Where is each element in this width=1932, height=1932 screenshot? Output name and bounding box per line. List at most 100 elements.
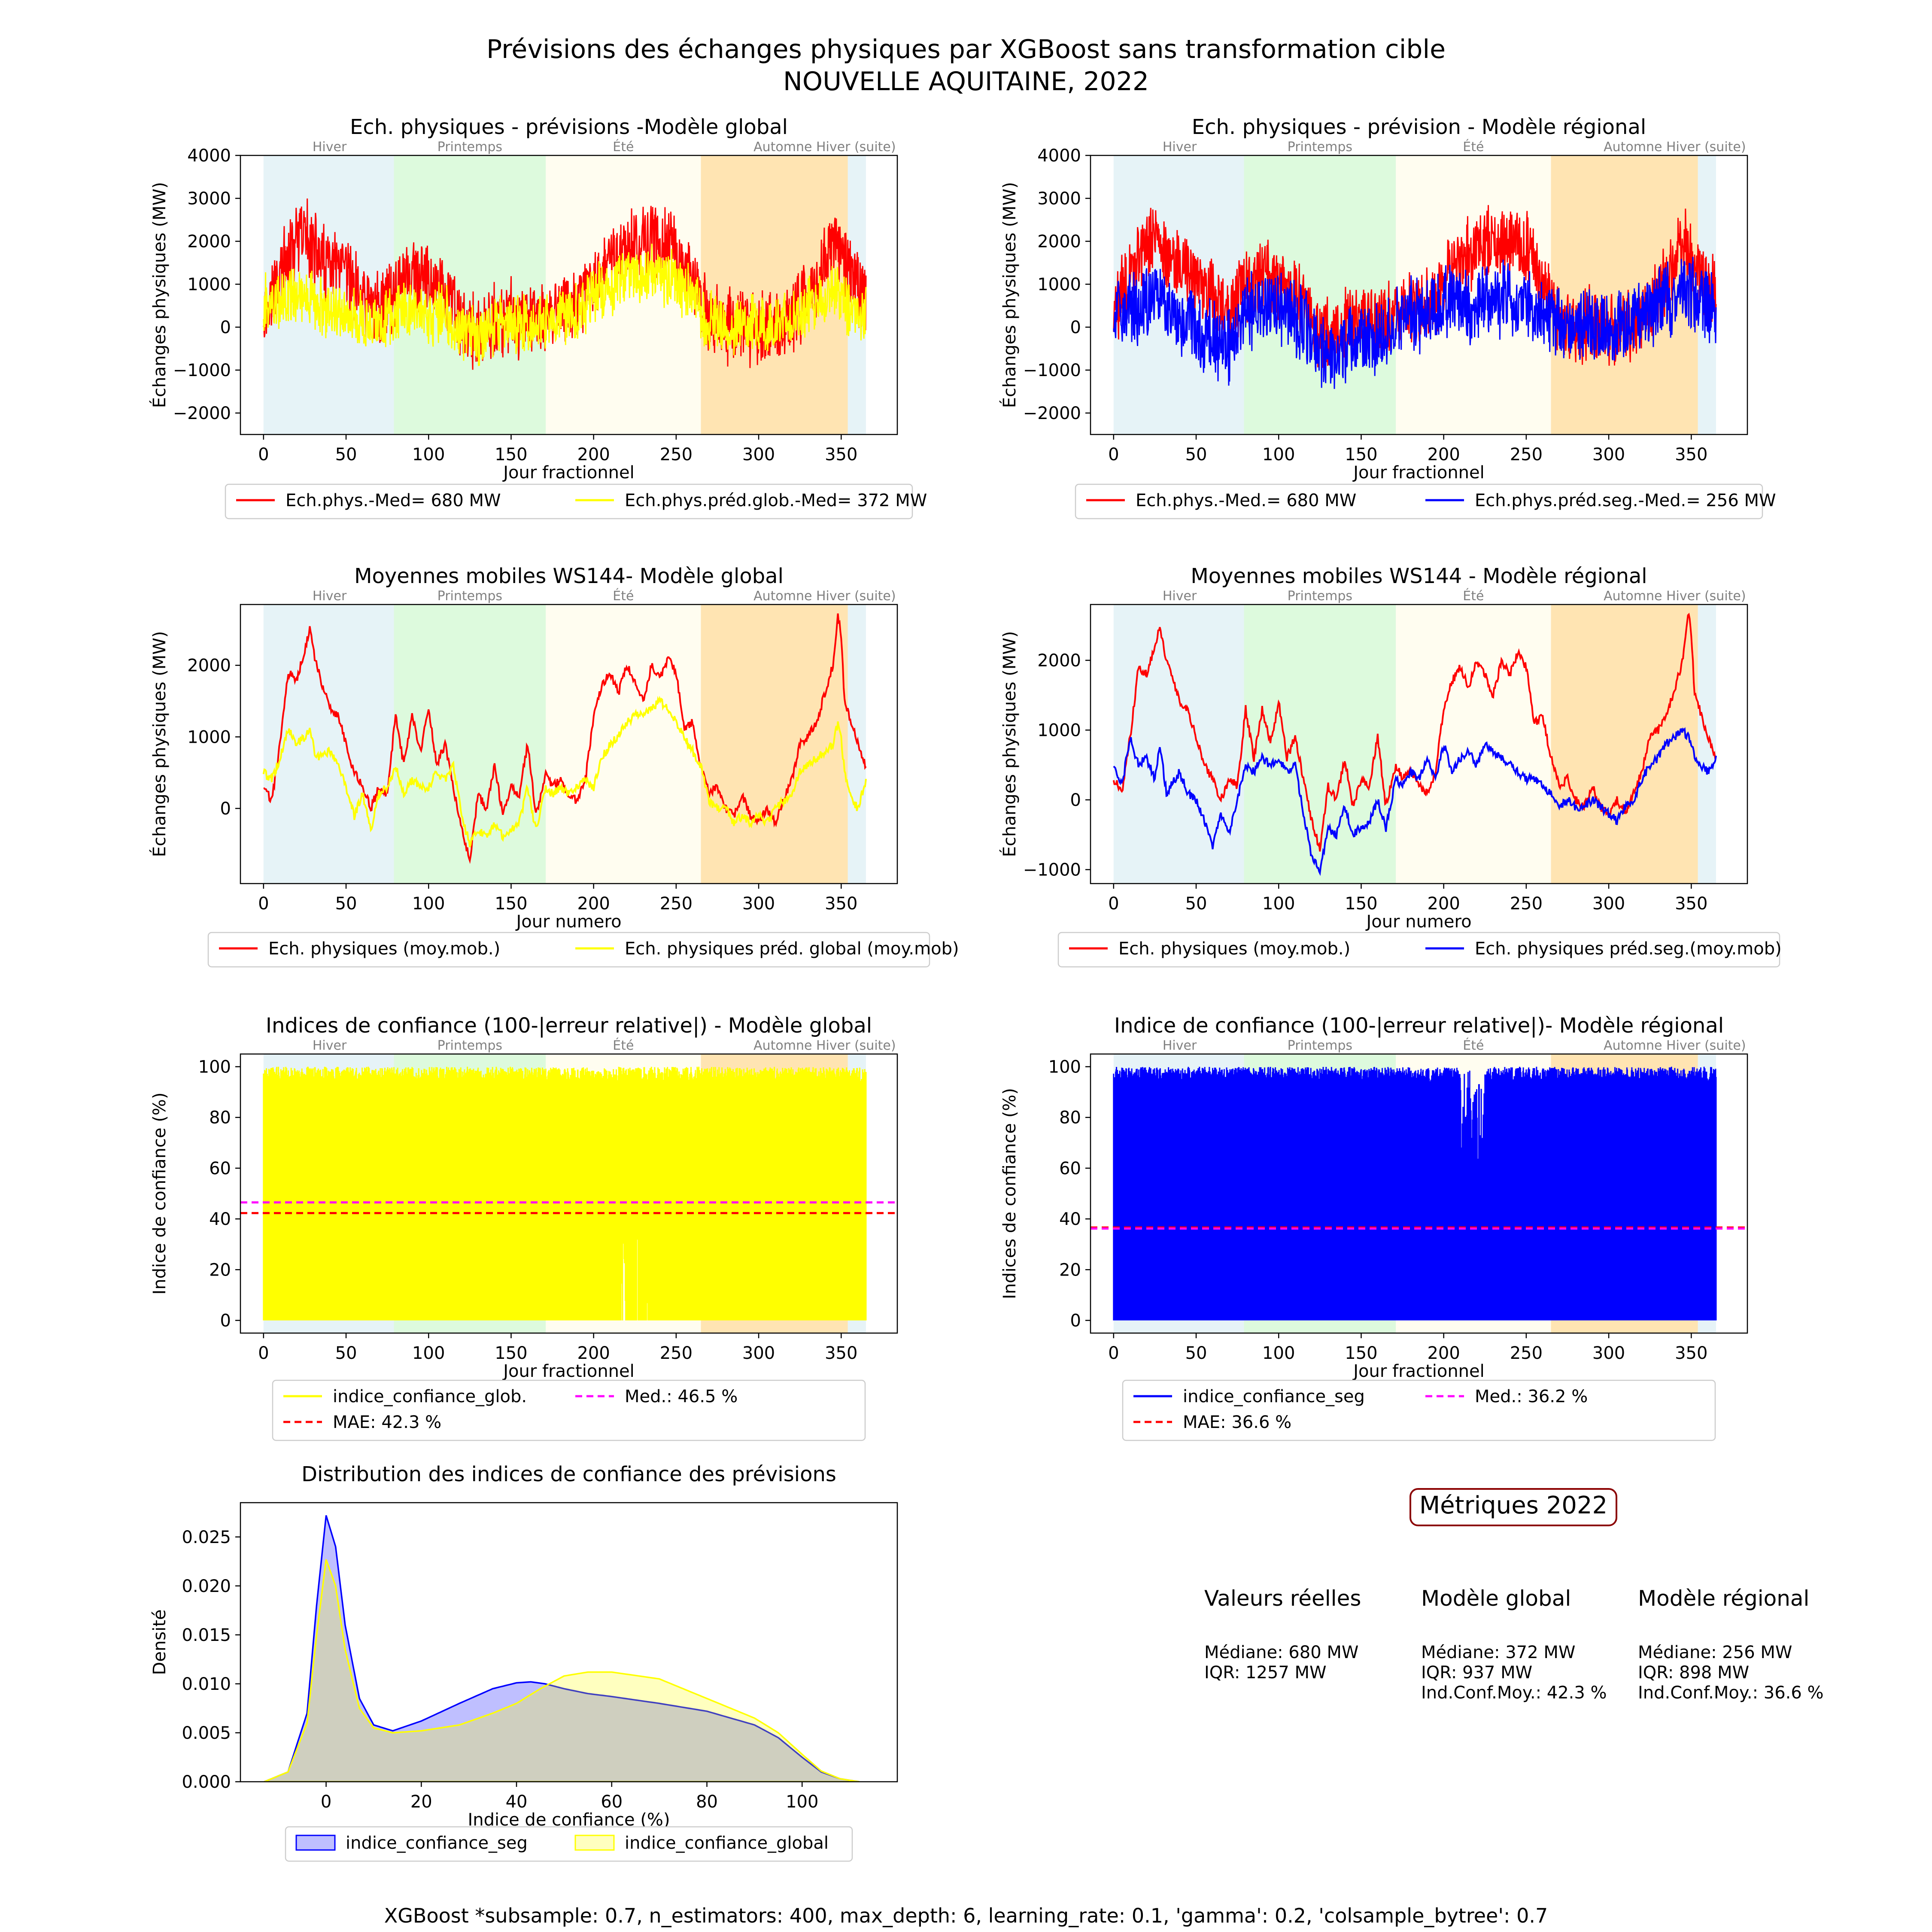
panel-3: Hiver Printemps Été Automne Hiver (suite) 0 5… — [149, 564, 959, 968]
y-tick-label: 3000 — [187, 189, 231, 209]
y-tick-label: 60 — [1059, 1159, 1081, 1179]
legend-swatch — [295, 1835, 336, 1851]
y-tick-label: 60 — [209, 1159, 231, 1179]
season-label: Automne Hiver (suite) — [753, 589, 896, 604]
x-tick-label: 200 — [577, 1343, 610, 1363]
metrics-line: Médiane: 372 MW — [1421, 1643, 1575, 1662]
x-tick-label: 0 — [1108, 445, 1119, 465]
y-tick-label: −1000 — [1023, 361, 1081, 380]
legend-label: indice_confiance_global — [625, 1833, 829, 1853]
y-tick-label: −2000 — [1023, 404, 1081, 423]
legend-label: indice_confiance_seg — [346, 1833, 528, 1853]
x-axis-label: Jour fractionnel — [1352, 463, 1485, 483]
season-band — [1244, 605, 1396, 884]
x-tick-label: 80 — [696, 1792, 718, 1812]
y-tick-label: 1000 — [1037, 721, 1081, 741]
footer-params: XGBoost *subsample: 0.7, n_estimators: 4… — [384, 1904, 1548, 1927]
plot-area — [263, 1054, 867, 1333]
y-tick-label: 0.005 — [182, 1723, 231, 1743]
y-tick-label: 0.015 — [182, 1625, 231, 1645]
x-tick-label: 300 — [1592, 1343, 1625, 1363]
x-tick-label: 200 — [577, 894, 610, 914]
y-tick-label: 0 — [220, 1311, 231, 1331]
legend-label: Ech. physiques préd. global (moy.mob) — [625, 939, 959, 959]
legend-label: Ech.phys.préd.glob.-Med= 372 MW — [625, 491, 927, 510]
x-axis-label: Jour fractionnel — [502, 1361, 635, 1381]
x-tick-label: 50 — [1185, 894, 1207, 914]
y-tick-label: −1000 — [173, 361, 231, 380]
axes-frame — [1090, 604, 1748, 884]
x-tick-label: 0 — [258, 1343, 269, 1363]
x-tick-label: 50 — [335, 1343, 357, 1363]
x-tick-label: 0 — [258, 894, 269, 914]
legend — [1057, 932, 1780, 968]
panel-title: Indices de confiance (100-|erreur relati… — [266, 1014, 872, 1038]
metrics-column-header: Modèle régional — [1638, 1586, 1809, 1611]
season-label: Printemps — [1288, 140, 1352, 155]
plot-area — [263, 155, 867, 434]
x-axis-label: Jour numero — [515, 912, 621, 932]
series-line — [262, 696, 867, 848]
y-tick-label: 40 — [1059, 1209, 1081, 1229]
y-tick-label: 0 — [1070, 318, 1081, 337]
y-tick-label: 0.020 — [182, 1577, 231, 1596]
season-label: Été — [1463, 1038, 1484, 1053]
x-tick-label: 250 — [660, 445, 693, 465]
panel-title: Moyennes mobiles WS144- Modèle global — [354, 564, 784, 588]
y-tick-label: 40 — [209, 1209, 231, 1229]
legend-label: Med.: 36.2 % — [1475, 1387, 1588, 1406]
x-tick-label: 50 — [335, 894, 357, 914]
y-axis-label: Échanges physiques (MW) — [149, 631, 170, 857]
season-band — [1113, 605, 1244, 884]
panel-4: Hiver Printemps Été Automne Hiver (suite) 0 5… — [999, 564, 1782, 968]
panel-title: Indice de confiance (100-|erreur relativ… — [1114, 1014, 1724, 1038]
y-tick-label: 80 — [1059, 1108, 1081, 1128]
season-band — [701, 605, 848, 884]
metrics-line: IQR: 937 MW — [1421, 1663, 1532, 1683]
metrics-line: Médiane: 256 MW — [1638, 1643, 1792, 1662]
season-label: Hiver — [1163, 140, 1197, 155]
axes-frame — [240, 155, 898, 435]
y-tick-label: −1000 — [1023, 860, 1081, 880]
x-tick-label: 200 — [1427, 1343, 1460, 1363]
season-label: Printemps — [437, 589, 502, 604]
series-line — [1113, 727, 1717, 876]
y-tick-label: 0.000 — [182, 1772, 231, 1792]
season-label: Automne Hiver (suite) — [1604, 1038, 1746, 1053]
x-axis-label: Jour fractionnel — [502, 463, 635, 483]
y-tick-label: 2000 — [1037, 651, 1081, 671]
y-tick-label: 3000 — [1037, 189, 1081, 209]
axes-frame — [1090, 155, 1748, 435]
x-tick-label: 300 — [742, 445, 775, 465]
confidence-bars — [263, 1066, 867, 1321]
legend — [272, 1379, 866, 1441]
y-axis-label: Indice de confiance (%) — [150, 1092, 170, 1294]
y-tick-label: 80 — [209, 1108, 231, 1128]
legend-label: Ech. physiques préd.seg.(moy.mob) — [1475, 939, 1782, 959]
legend-label: indice_confiance_glob. — [333, 1387, 527, 1406]
x-tick-label: 100 — [412, 1343, 445, 1363]
x-tick-label: 350 — [825, 445, 857, 465]
x-tick-label: 250 — [660, 1343, 693, 1363]
metrics-title-box — [1410, 1488, 1617, 1526]
legend-label: Ech.phys.-Med= 680 MW — [286, 491, 501, 510]
y-tick-label: 100 — [198, 1057, 231, 1077]
x-tick-label: 350 — [825, 894, 857, 914]
legend-swatch — [574, 1835, 615, 1851]
x-tick-label: 100 — [1262, 445, 1295, 465]
x-tick-label: 150 — [1345, 894, 1377, 914]
season-band — [701, 155, 848, 434]
metrics-line: Ind.Conf.Moy.: 42.3 % — [1421, 1683, 1607, 1703]
season-band — [1551, 155, 1698, 434]
x-tick-label: 150 — [1345, 445, 1377, 465]
y-axis-label: Échanges physiques (MW) — [999, 182, 1020, 408]
metrics-line: Ind.Conf.Moy.: 36.6 % — [1638, 1683, 1824, 1703]
series-line — [1112, 613, 1716, 852]
legend-label: Ech.phys.-Med.= 680 MW — [1136, 491, 1356, 510]
figure-subtitle: NOUVELLE AQUITAINE, 2022 — [783, 67, 1149, 97]
x-axis-label: Jour fractionnel — [1352, 1361, 1485, 1381]
plot-area — [1112, 605, 1717, 884]
legend-label: Ech.phys.préd.seg.-Med.= 256 MW — [1475, 491, 1776, 510]
season-label: Printemps — [1288, 589, 1352, 604]
